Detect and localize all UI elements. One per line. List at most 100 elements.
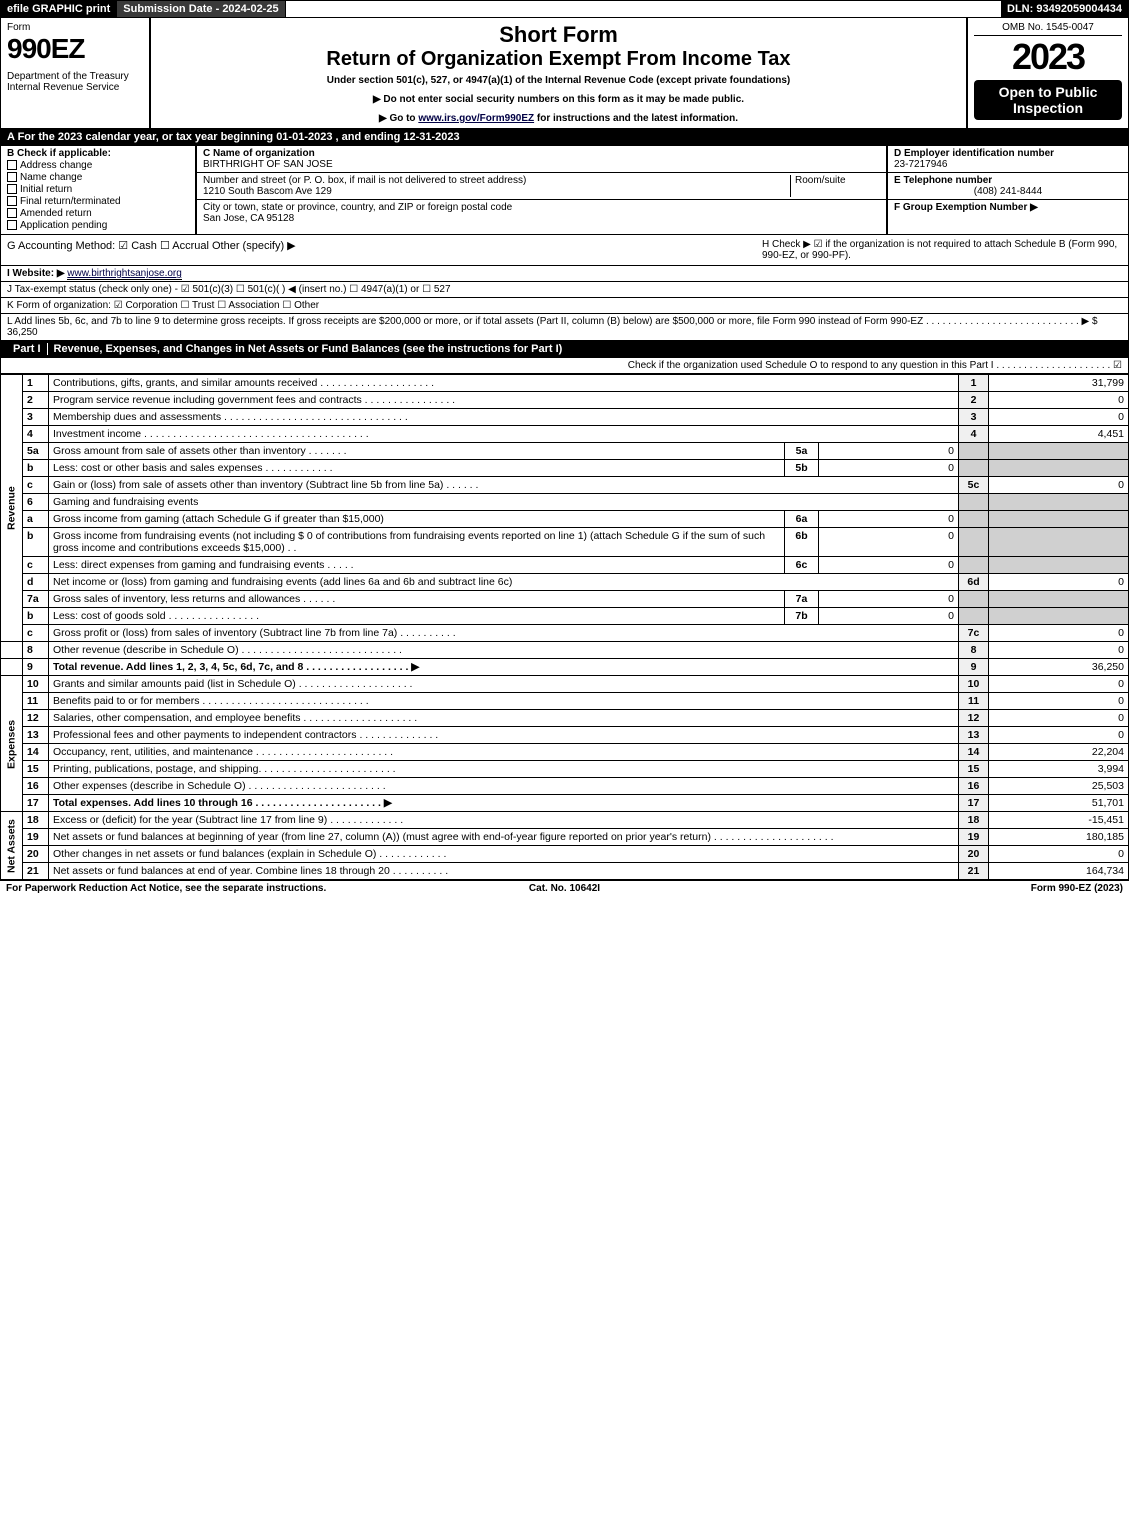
section-a-calendar-year: A For the 2023 calendar year, or tax yea… [0,129,1129,146]
room-suite-label: Room/suite [790,175,880,197]
line-5c-ln: 5c [959,477,989,494]
line-7c-desc: Gross profit or (loss) from sales of inv… [49,625,959,642]
line-18-val: -15,451 [989,812,1129,829]
org-city-block: City or town, state or province, country… [197,200,886,226]
line-3-desc: Membership dues and assessments . . . . … [49,409,959,426]
phone-block: E Telephone number (408) 241-8444 [888,173,1128,200]
section-d-e-f: D Employer identification number 23-7217… [888,146,1128,234]
line-7b-num: b [23,608,49,625]
chk-name-change[interactable]: Name change [7,172,189,183]
line-3-ln: 3 [959,409,989,426]
line-6c-num: c [23,557,49,574]
line-1-val: 31,799 [989,375,1129,392]
line-14-desc: Occupancy, rent, utilities, and maintena… [49,744,959,761]
chk-initial-return[interactable]: Initial return [7,184,189,195]
ssn-note: ▶ Do not enter social security numbers o… [159,94,958,105]
line-7b-sub: 7b [785,608,819,625]
line-11-val: 0 [989,693,1129,710]
ein-label: D Employer identification number [894,148,1054,159]
chk-amended-return[interactable]: Amended return [7,208,189,219]
line-2-val: 0 [989,392,1129,409]
line-9-num: 9 [23,659,49,676]
section-g: G Accounting Method: ☑ Cash ☐ Accrual Ot… [7,239,762,261]
org-name-label: C Name of organization [203,148,315,159]
line-16-desc: Other expenses (describe in Schedule O) … [49,778,959,795]
line-18-num: 18 [23,812,49,829]
line-8-num: 8 [23,642,49,659]
row-g-h: G Accounting Method: ☑ Cash ☐ Accrual Ot… [0,235,1129,266]
line-6-num: 6 [23,494,49,511]
omb-number: OMB No. 1545-0047 [974,22,1122,36]
line-20-ln: 20 [959,846,989,863]
line-6b-desc: Gross income from fundraising events (no… [49,528,785,557]
line-5b-sub: 5b [785,460,819,477]
chk-final-return[interactable]: Final return/terminated [7,196,189,207]
line-7c-val: 0 [989,625,1129,642]
line-7c-num: c [23,625,49,642]
line-1-ln: 1 [959,375,989,392]
line-11-num: 11 [23,693,49,710]
irs-link[interactable]: www.irs.gov/Form990EZ [418,113,534,124]
irs-link-note: ▶ Go to www.irs.gov/Form990EZ for instru… [159,113,958,124]
revenue-sidelabel: Revenue [1,375,23,642]
line-1-num: 1 [23,375,49,392]
chk-application-pending[interactable]: Application pending [7,220,189,231]
form-header: Form 990EZ Department of the Treasury In… [0,18,1129,129]
line-8-ln: 8 [959,642,989,659]
section-l: L Add lines 5b, 6c, and 7b to line 9 to … [0,314,1129,341]
header-mid: Short Form Return of Organization Exempt… [151,18,968,128]
line-19-ln: 19 [959,829,989,846]
line-17-num: 17 [23,795,49,812]
ein-block: D Employer identification number 23-7217… [888,146,1128,173]
line-6-desc: Gaming and fundraising events [49,494,959,511]
form-title: Return of Organization Exempt From Incom… [159,48,958,71]
line-17-desc: Total expenses. Add lines 10 through 16 … [49,795,959,812]
section-l-value: 36,250 [7,327,38,338]
line-6c-sub: 6c [785,557,819,574]
street-value: 1210 South Bascom Ave 129 [203,186,332,197]
org-street-block: Number and street (or P. O. box, if mail… [197,173,886,200]
line-13-desc: Professional fees and other payments to … [49,727,959,744]
city-value: San Jose, CA 95128 [203,213,294,224]
efile-label[interactable]: efile GRAPHIC print [1,1,117,17]
line-6b-sval: 0 [819,528,959,557]
website-label: I Website: ▶ [7,268,65,279]
line-9-val: 36,250 [989,659,1129,676]
org-name: BIRTHRIGHT OF SAN JOSE [203,159,333,170]
line-16-val: 25,503 [989,778,1129,795]
line-2-num: 2 [23,392,49,409]
website-link[interactable]: www.birthrightsanjose.org [67,268,182,280]
line-7b-sval: 0 [819,608,959,625]
line-5a-sub: 5a [785,443,819,460]
group-exemption-label: F Group Exemption Number ▶ [894,202,1038,213]
under-section-text: Under section 501(c), 527, or 4947(a)(1)… [159,75,958,86]
line-4-val: 4,451 [989,426,1129,443]
phone-label: E Telephone number [894,175,992,186]
line-17-val: 51,701 [989,795,1129,812]
line-7c-ln: 7c [959,625,989,642]
line-7a-desc: Gross sales of inventory, less returns a… [49,591,785,608]
section-c: C Name of organization BIRTHRIGHT OF SAN… [197,146,888,234]
line-6b-num: b [23,528,49,557]
section-l-text: L Add lines 5b, 6c, and 7b to line 9 to … [7,316,1098,327]
line-3-num: 3 [23,409,49,426]
header-left: Form 990EZ Department of the Treasury In… [1,18,151,128]
section-b: B Check if applicable: Address change Na… [1,146,197,234]
form-label: Form [7,22,143,33]
dln-label: DLN: 93492059004434 [1001,1,1128,17]
section-h: H Check ▶ ☑ if the organization is not r… [762,239,1122,261]
line-10-desc: Grants and similar amounts paid (list in… [49,676,959,693]
line-12-num: 12 [23,710,49,727]
line-6d-desc: Net income or (loss) from gaming and fun… [49,574,959,591]
form-number: 990EZ [7,33,143,65]
chk-address-change[interactable]: Address change [7,160,189,171]
line-6a-num: a [23,511,49,528]
footer-left: For Paperwork Reduction Act Notice, see … [6,883,378,894]
expenses-sidelabel: Expenses [1,676,23,812]
section-i: I Website: ▶ www.birthrightsanjose.org [0,266,1129,282]
line-19-val: 180,185 [989,829,1129,846]
line-10-num: 10 [23,676,49,693]
header-right: OMB No. 1545-0047 2023 Open to Public In… [968,18,1128,128]
line-16-ln: 16 [959,778,989,795]
line-16-num: 16 [23,778,49,795]
